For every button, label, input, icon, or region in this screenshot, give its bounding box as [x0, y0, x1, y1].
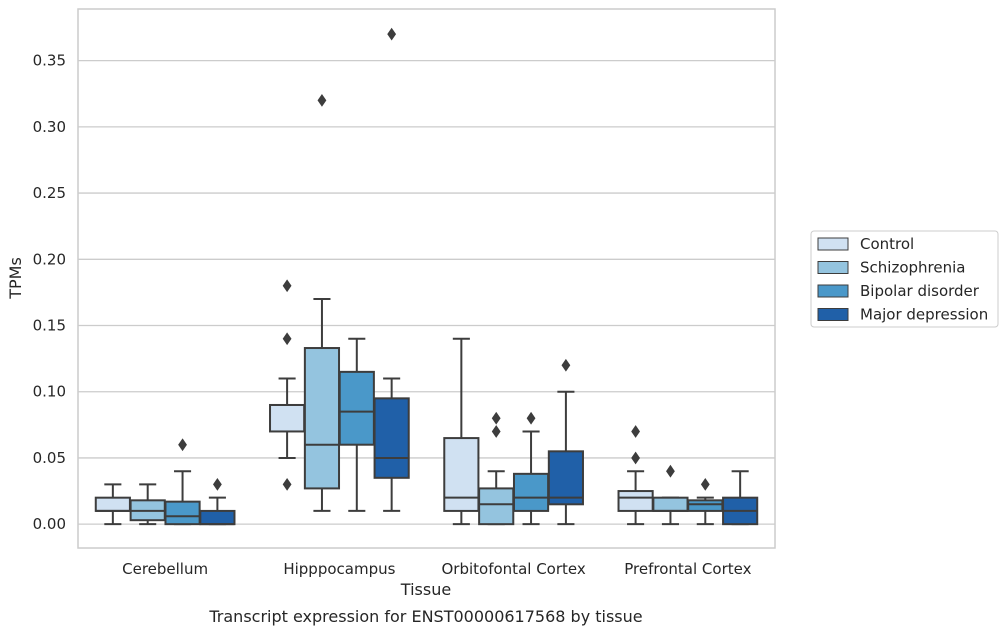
- box-iqr: [512, 472, 550, 512]
- legend-swatch: [817, 308, 849, 321]
- outlier-point: [282, 478, 292, 491]
- outlier-point: [631, 451, 641, 465]
- grid-lines: [78, 59, 775, 525]
- box-bipolar-disorder: [164, 438, 201, 526]
- legend-swatch: [817, 237, 849, 251]
- outlier-point: [212, 478, 222, 491]
- box-bipolar-disorder: [338, 337, 375, 512]
- y-tick-label: 0.35: [33, 52, 66, 70]
- y-tick-label: 0.00: [33, 515, 66, 533]
- legend-item: Major depression: [817, 306, 988, 324]
- x-tick-label: Hipppocampus: [283, 560, 395, 578]
- box-iqr: [373, 397, 410, 479]
- box-schizophrenia: [478, 411, 515, 526]
- x-tick-label: Cerebellum: [122, 560, 208, 578]
- box-iqr: [303, 347, 341, 490]
- legend-swatch: [817, 261, 849, 274]
- box-schizophrenia: [652, 464, 689, 526]
- outlier-point: [666, 464, 675, 478]
- box-iqr: [338, 370, 375, 446]
- outlier-point: [178, 438, 187, 452]
- legend-label: Bipolar disorder: [860, 282, 980, 300]
- legend-item: Control: [817, 235, 914, 253]
- y-tick-label: 0.15: [33, 317, 66, 335]
- outlier-point: [317, 93, 327, 107]
- x-tick-label: Prefrontal Cortex: [624, 560, 751, 578]
- box-bipolar-disorder: [512, 411, 550, 526]
- outlier-point: [526, 411, 536, 425]
- box-control: [94, 483, 131, 526]
- box-iqr: [443, 437, 480, 512]
- legend-item: Bipolar disorder: [817, 282, 980, 300]
- box-iqr: [478, 487, 515, 526]
- box-control: [443, 337, 480, 526]
- chart-caption: Transcript expression for ENST0000061756…: [208, 607, 642, 626]
- outlier-point: [282, 279, 292, 293]
- outlier-point: [631, 425, 641, 438]
- box-series: [94, 27, 759, 526]
- legend-label: Schizophrenia: [860, 259, 965, 277]
- box-bipolar-disorder: [687, 478, 724, 526]
- box-iqr: [687, 499, 724, 512]
- box-iqr: [269, 403, 306, 433]
- box-major-depression: [722, 470, 759, 526]
- y-tick-label: 0.20: [33, 250, 66, 268]
- box-control: [617, 425, 654, 526]
- y-tick-label: 0.10: [33, 383, 66, 401]
- outlier-point: [561, 358, 571, 372]
- outlier-point: [282, 332, 292, 346]
- outlier-point: [700, 478, 710, 491]
- plot-frame: [77, 8, 776, 549]
- x-axis-title: Tissue: [400, 580, 451, 599]
- box-schizophrenia: [129, 483, 166, 526]
- box-iqr: [617, 490, 654, 512]
- x-tick-labels: Cerebellum Hipppocampus Orbitofontal Corte…: [122, 560, 751, 578]
- legend-label: Control: [860, 235, 914, 253]
- box-schizophrenia: [303, 93, 341, 512]
- box-major-depression: [547, 358, 584, 526]
- box-iqr: [94, 496, 131, 512]
- outlier-point: [491, 425, 501, 438]
- box-major-depression: [199, 478, 236, 526]
- box-iqr: [164, 500, 201, 526]
- outlier-point: [491, 411, 501, 425]
- legend-frame: [810, 230, 999, 328]
- y-tick-labels: 0.00 0.05 0.10 0.15 0.20 0.25 0.30 0.35: [33, 52, 66, 534]
- legend-swatch: [817, 284, 849, 298]
- y-tick-label: 0.25: [33, 184, 66, 202]
- box-major-depression: [373, 27, 410, 512]
- y-axis-title: TPMs: [6, 257, 25, 300]
- y-tick-label: 0.30: [33, 118, 66, 136]
- x-tick-label: Orbitofontal Cortex: [442, 560, 586, 578]
- outlier-point: [387, 27, 397, 41]
- legend-item: Schizophrenia: [817, 259, 965, 277]
- legend: Control Schizophrenia Bipolar disorder Majo…: [810, 230, 999, 328]
- legend-label: Major depression: [860, 306, 988, 324]
- axes-frame: [77, 8, 776, 549]
- box-iqr: [547, 450, 584, 506]
- y-tick-label: 0.05: [33, 449, 66, 467]
- box-iqr: [652, 496, 689, 512]
- box-iqr: [199, 509, 236, 526]
